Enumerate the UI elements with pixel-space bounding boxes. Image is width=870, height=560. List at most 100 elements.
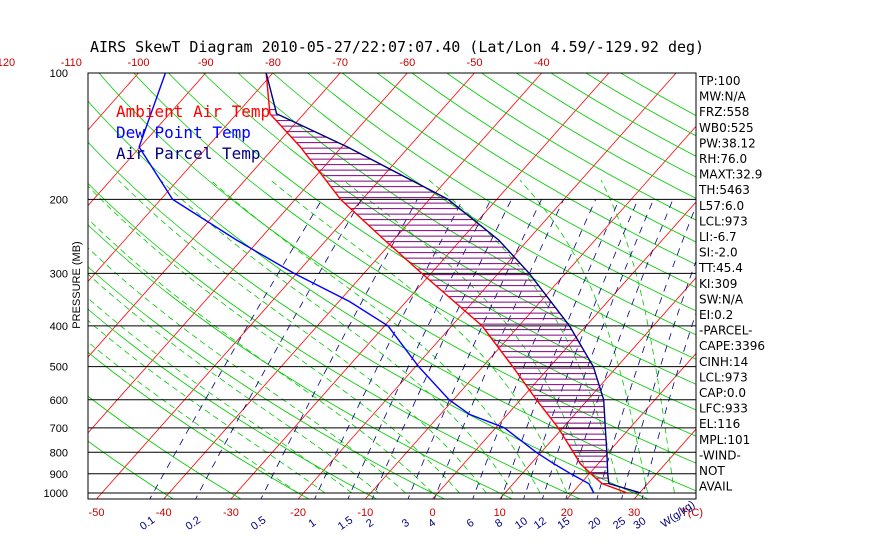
isotherm-line — [88, 73, 341, 358]
info-label: -WIND- — [699, 448, 741, 462]
info-label: PW:38.12 — [699, 136, 756, 150]
info-label: CAP:0.0 — [699, 386, 746, 400]
bottom-temp-tick-label: 20 — [561, 507, 573, 519]
pressure-tick-label: 400 — [50, 321, 68, 333]
bottom-temp-tick-label: 10 — [494, 507, 506, 519]
top-temp-tick-label: -40 — [534, 57, 550, 69]
dry-adiabat-line — [342, 73, 696, 288]
plot-frame — [87, 72, 697, 500]
info-label: LI:-6.7 — [699, 230, 737, 244]
info-label: AVAIL — [699, 480, 733, 494]
moist-adiabat-line — [88, 320, 326, 494]
moist-adiabat-line — [118, 179, 487, 494]
mixing-ratio-tick-label: 1 — [306, 517, 318, 530]
bottom-temp-tick-label: -50 — [89, 507, 105, 519]
isotherm-line — [88, 73, 206, 207]
dry-adiabat-line — [550, 73, 696, 157]
mixing-ratio-line — [621, 259, 696, 499]
bottom-temp-tick-label: -10 — [357, 507, 373, 519]
mixing-ratio-line — [641, 311, 696, 499]
moist-adiabat-line — [343, 179, 595, 494]
info-label: EL:116 — [699, 417, 740, 431]
bottom-temp-tick-label: -30 — [223, 507, 239, 519]
info-label: FRZ:558 — [699, 105, 749, 119]
mixing-ratio-tick-label: 20 — [586, 515, 603, 532]
info-label: MAXT:32.9 — [699, 168, 762, 182]
moist-adiabat-line — [88, 247, 406, 494]
pressure-tick-label: 300 — [50, 268, 68, 280]
moist-adiabat-line — [210, 179, 541, 494]
info-label: MW:N/A — [699, 90, 747, 104]
isotherm-line — [769, 73, 870, 499]
mixing-ratio-tick-label: 2 — [364, 517, 376, 530]
bottom-temp-tick-label: -20 — [290, 507, 306, 519]
mixing-ratio-line — [542, 199, 654, 499]
mixing-ratio-tick-label: 12 — [532, 515, 549, 532]
cape-hatch — [269, 109, 609, 485]
mixing-ratio-tick-label: 8 — [493, 517, 505, 530]
legend-entry: Ambient Air Temp — [116, 102, 270, 121]
info-label: LFC:933 — [699, 402, 748, 416]
top-temp-tick-label: -120 — [0, 57, 15, 69]
info-label: TP:100 — [698, 74, 741, 88]
mixing-ratio-line — [472, 199, 597, 499]
grid-lines — [88, 73, 870, 499]
pressure-tick-label: 700 — [50, 423, 68, 435]
moist-adiabat-line — [428, 179, 622, 494]
mixing-ratio-tick-label: 30 — [632, 515, 649, 532]
top-temp-tick-label: -110 — [61, 57, 82, 69]
dew-point-line — [138, 73, 595, 494]
chart-title: AIRS SkewT Diagram 2010-05-27/22:07:07.4… — [90, 38, 704, 56]
legend-entry: Dew Point Temp — [116, 123, 251, 142]
dry-adiabat-line — [411, 73, 696, 243]
mixing-ratio-tick-label: 3 — [400, 517, 412, 530]
mixing-ratio-tick-label: 0.1 — [138, 514, 157, 533]
dry-adiabat-line — [446, 73, 696, 221]
info-label: LCL:973 — [699, 370, 748, 384]
dry-adiabat-line — [516, 73, 696, 178]
mixing-ratio-tick-label: 15 — [555, 515, 572, 532]
info-label: LCL:973 — [699, 214, 748, 228]
pressure-tick-label: 800 — [50, 447, 68, 459]
pressure-tick-label: 900 — [50, 469, 68, 481]
parcel-temp-line — [265, 73, 641, 494]
mixing-ratio-tick-label: 4 — [426, 517, 438, 530]
moist-adiabat-line — [88, 273, 379, 494]
top-temp-tick-label: -90 — [198, 57, 214, 69]
dry-adiabat-line — [237, 73, 696, 360]
pressure-tick-label: 1000 — [44, 488, 68, 500]
moist-adiabat-line — [88, 185, 460, 494]
info-label: RH:76.0 — [699, 152, 747, 166]
mixing-ratio-tick-label: 6 — [465, 517, 477, 530]
mixing-ratio-line — [314, 199, 464, 499]
info-label: NOT — [699, 464, 725, 478]
info-label: L57:6.0 — [699, 199, 744, 213]
info-label: SW:N/A — [699, 292, 744, 306]
mixing-ratio-line — [500, 199, 620, 499]
dry-adiabat-line — [376, 73, 696, 265]
legend-entry: Air Parcel Temp — [116, 144, 261, 163]
moist-adiabat-line — [270, 179, 568, 494]
bottom-temp-tick-label: 0 — [429, 507, 435, 519]
x-axis-label: T(C) — [681, 507, 703, 519]
mixing-ratio-line — [596, 204, 696, 499]
top-temp-tick-label: -70 — [332, 57, 348, 69]
moist-adiabat-line — [160, 179, 514, 494]
isotherm-line — [230, 73, 610, 499]
y-axis-label: PRESSURE (MB) — [71, 241, 83, 328]
isotherm-line — [365, 125, 696, 499]
pressure-tick-label: 100 — [50, 68, 68, 80]
dry-adiabat-line — [481, 73, 696, 199]
info-label: WB0:525 — [699, 121, 754, 135]
info-label: CAPE:3396 — [699, 339, 765, 353]
info-label: MPL:101 — [699, 433, 750, 447]
info-label: TH:5463 — [698, 183, 750, 197]
legend: Ambient Air Temp Dew Point Temp Air Parcel… — [116, 102, 270, 163]
top-temp-tick-label: -50 — [467, 57, 483, 69]
mixing-ratio-line — [149, 199, 323, 499]
info-label: KI:309 — [699, 277, 737, 291]
mixing-ratio-line — [195, 199, 362, 499]
